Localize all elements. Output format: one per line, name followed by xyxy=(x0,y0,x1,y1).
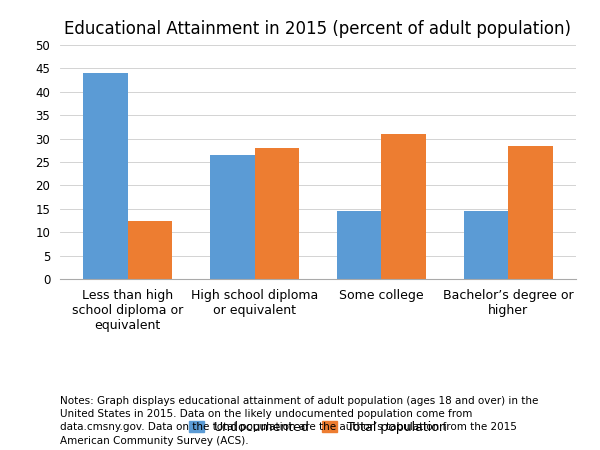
Bar xyxy=(382,134,426,279)
Text: Notes: Graph displays educational attainment of adult population (ages 18 and ov: Notes: Graph displays educational attain… xyxy=(60,396,538,446)
Bar xyxy=(337,211,382,279)
Legend: Undocumented, Total population: Undocumented, Total population xyxy=(189,421,447,434)
Bar xyxy=(508,146,553,279)
Bar xyxy=(128,220,172,279)
Bar xyxy=(254,148,299,279)
Bar xyxy=(210,155,254,279)
Bar xyxy=(464,211,508,279)
Title: Educational Attainment in 2015 (percent of adult population): Educational Attainment in 2015 (percent … xyxy=(65,20,571,38)
Bar xyxy=(83,73,128,279)
